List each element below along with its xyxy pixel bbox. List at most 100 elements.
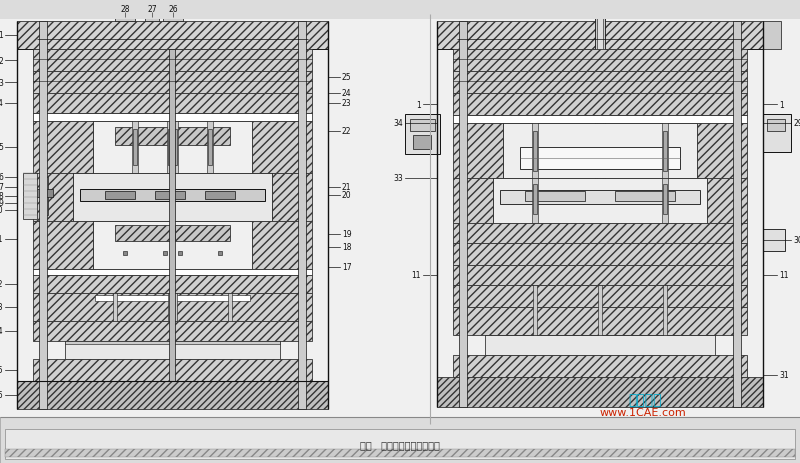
Bar	[173, 294, 177, 351]
Bar	[175, 128, 230, 146]
Bar	[533, 185, 537, 214]
Bar	[33, 294, 312, 321]
Text: 21: 21	[342, 183, 351, 192]
Bar	[93, 122, 252, 174]
Bar	[163, 251, 167, 256]
Text: 3: 3	[0, 78, 3, 88]
Bar	[663, 285, 667, 343]
Bar	[500, 191, 700, 205]
Bar	[453, 124, 503, 179]
Bar	[205, 192, 235, 200]
Bar	[763, 230, 785, 251]
Text: 18: 18	[342, 243, 351, 252]
Bar	[163, 13, 183, 22]
Bar	[453, 244, 747, 265]
Text: 23: 23	[342, 99, 352, 108]
Text: 11: 11	[779, 271, 789, 280]
Text: 20: 20	[342, 191, 352, 200]
Bar	[413, 136, 431, 150]
Text: 24: 24	[342, 89, 352, 98]
Bar	[597, 15, 603, 214]
Bar	[0, 417, 800, 463]
Bar	[80, 189, 265, 201]
Bar	[437, 22, 763, 50]
Bar	[172, 122, 178, 174]
Text: 6: 6	[0, 173, 3, 182]
Bar	[0, 0, 800, 18]
Bar	[115, 128, 170, 146]
Bar	[525, 192, 585, 201]
Bar	[533, 285, 537, 343]
Bar	[763, 115, 791, 153]
Bar	[663, 185, 667, 214]
Text: 1: 1	[416, 100, 421, 109]
Text: 5: 5	[0, 143, 3, 152]
Bar	[218, 251, 222, 256]
Bar	[5, 429, 795, 459]
Text: 13: 13	[0, 303, 3, 312]
Bar	[405, 115, 440, 155]
Bar	[145, 13, 159, 22]
Bar	[228, 294, 232, 351]
Bar	[33, 321, 312, 341]
Bar	[595, 15, 605, 214]
Bar	[33, 359, 312, 381]
Text: 11: 11	[411, 271, 421, 280]
Bar	[95, 295, 250, 301]
Bar	[155, 192, 185, 200]
Bar	[0, 0, 800, 20]
Bar	[707, 179, 747, 224]
Bar	[33, 94, 312, 114]
Bar	[453, 265, 747, 285]
Bar	[453, 72, 747, 94]
Text: 17: 17	[342, 263, 352, 272]
Bar	[520, 148, 680, 169]
Bar	[767, 120, 785, 131]
Bar	[35, 189, 53, 198]
Bar	[662, 179, 668, 224]
Bar	[453, 50, 747, 72]
Bar	[17, 22, 328, 50]
Bar	[763, 22, 781, 50]
Bar	[532, 124, 538, 179]
Text: 26: 26	[168, 6, 178, 14]
Bar	[105, 192, 135, 200]
Text: 28: 28	[120, 6, 130, 14]
Text: 14: 14	[0, 327, 3, 336]
Bar	[169, 50, 175, 381]
Bar	[453, 179, 493, 224]
Bar	[662, 124, 668, 179]
Text: 22: 22	[342, 127, 351, 136]
Bar	[207, 122, 213, 174]
Bar	[132, 122, 138, 174]
Text: 16: 16	[0, 391, 3, 400]
Bar	[453, 355, 747, 377]
Text: 19: 19	[342, 230, 352, 239]
Bar	[252, 122, 312, 174]
Bar	[168, 294, 172, 351]
Bar	[533, 131, 537, 172]
Text: 1: 1	[0, 31, 3, 40]
Bar	[40, 178, 48, 216]
Bar	[73, 174, 272, 221]
Text: www.1CAE.com: www.1CAE.com	[600, 407, 686, 417]
Bar	[23, 174, 37, 219]
Bar	[33, 72, 312, 94]
Bar	[252, 221, 312, 269]
Bar	[33, 114, 312, 122]
Bar	[178, 251, 182, 256]
Bar	[615, 192, 675, 201]
Text: 4: 4	[0, 99, 3, 108]
Bar	[453, 94, 747, 116]
Text: 7: 7	[0, 183, 3, 192]
Bar	[39, 22, 47, 409]
Bar	[115, 12, 135, 22]
Bar	[33, 275, 312, 294]
Text: 25: 25	[342, 73, 352, 82]
Bar	[5, 449, 795, 457]
Bar	[65, 341, 280, 344]
Text: 15: 15	[0, 366, 3, 375]
Bar	[733, 22, 741, 407]
Text: 34: 34	[394, 119, 403, 128]
Bar	[33, 50, 312, 72]
